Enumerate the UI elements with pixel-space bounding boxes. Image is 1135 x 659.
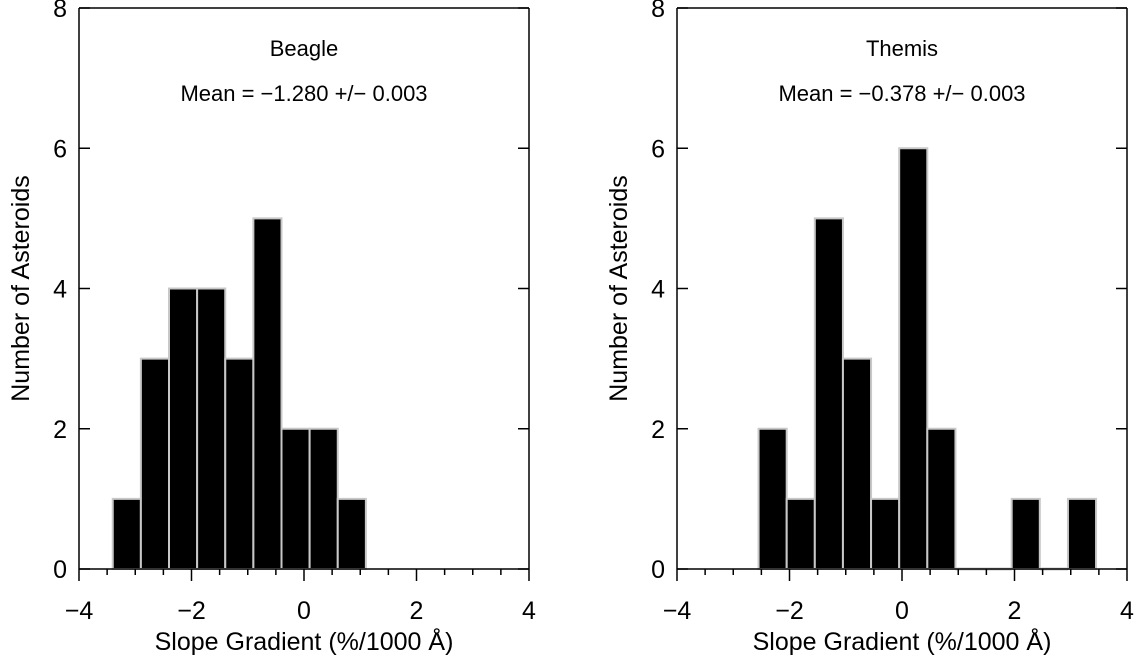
themis-x-tick-label: 2 <box>1008 597 1022 625</box>
beagle-bar-8 <box>336 497 367 570</box>
themis-x-tick-label: −2 <box>775 597 804 625</box>
themis-y-tick-label: 4 <box>651 276 665 304</box>
beagle-y-tick-label: 8 <box>53 0 67 23</box>
beagle-x-tick-label: 2 <box>410 597 424 625</box>
themis-bars <box>757 147 1098 571</box>
themis-histogram-panel: −4 −2 0 2 4 0 2 4 6 8 Themis Mean = −0.378 +/− 0.… <box>605 0 1134 656</box>
beagle-bar-0 <box>111 497 142 570</box>
themis-panel-title: Themis <box>866 36 938 61</box>
themis-bar-2 <box>813 217 844 570</box>
themis-bar-9 <box>1010 497 1041 570</box>
themis-bar-4 <box>870 497 901 570</box>
themis-x-axis-label: Slope Gradient (%/1000 Å) <box>753 626 1052 656</box>
beagle-panel-title: Beagle <box>270 36 339 61</box>
beagle-ticks: −4 −2 0 2 4 0 2 4 6 8 <box>53 0 536 625</box>
themis-bar-1 <box>785 497 816 570</box>
themis-x-tick-label: −4 <box>663 597 692 625</box>
beagle-bar-1 <box>139 357 170 570</box>
themis-bar-11 <box>1066 497 1098 570</box>
themis-mean-annotation: Mean = −0.378 +/− 0.003 <box>778 81 1025 106</box>
beagle-y-tick-label: 6 <box>53 135 67 163</box>
beagle-bars <box>111 217 367 570</box>
themis-y-tick-label: 0 <box>651 556 665 584</box>
themis-bar-0 <box>757 427 788 570</box>
themis-y-axis-label: Number of Asteroids <box>605 175 633 402</box>
themis-ticks: −4 −2 0 2 4 0 2 4 6 8 <box>651 0 1134 625</box>
beagle-bar-6 <box>280 427 311 570</box>
themis-bar-6 <box>926 427 957 570</box>
themis-y-tick-label: 6 <box>651 135 665 163</box>
themis-x-tick-label: 0 <box>895 597 909 625</box>
beagle-x-tick-label: 4 <box>522 597 536 625</box>
themis-x-tick-label: 4 <box>1120 597 1134 625</box>
beagle-bar-4 <box>224 357 255 570</box>
beagle-x-axis-label: Slope Gradient (%/1000 Å) <box>155 626 454 656</box>
themis-y-tick-label: 8 <box>651 0 665 23</box>
beagle-y-tick-label: 0 <box>53 556 67 584</box>
beagle-x-tick-label: −4 <box>65 597 94 625</box>
beagle-histogram-panel: −4 −2 0 2 4 0 2 4 6 8 Beagle Mean = −1.280 +/− 0.… <box>7 0 536 656</box>
beagle-bar-2 <box>168 287 199 570</box>
beagle-y-tick-label: 2 <box>53 416 67 444</box>
beagle-y-axis-label: Number of Asteroids <box>7 175 35 402</box>
beagle-x-tick-label: 0 <box>297 597 311 625</box>
beagle-x-tick-label: −2 <box>177 597 206 625</box>
beagle-y-tick-label: 4 <box>53 276 67 304</box>
beagle-bar-3 <box>196 287 227 570</box>
beagle-bar-5 <box>252 217 283 570</box>
themis-bar-3 <box>841 357 873 570</box>
beagle-bar-7 <box>308 427 339 570</box>
themis-y-tick-label: 2 <box>651 416 665 444</box>
beagle-mean-annotation: Mean = −1.280 +/− 0.003 <box>180 81 427 106</box>
themis-bar-5 <box>898 147 929 570</box>
